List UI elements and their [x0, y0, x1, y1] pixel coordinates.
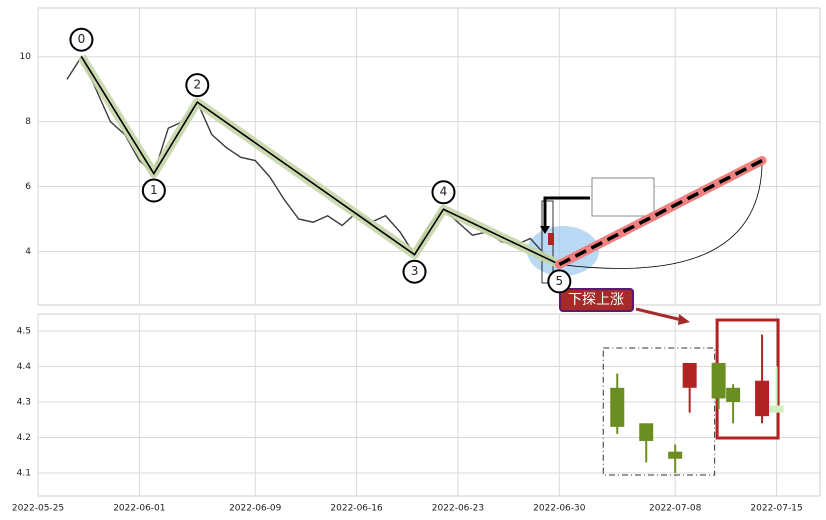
wave-marker [402, 259, 427, 284]
candle-body [755, 380, 770, 417]
wave-label: 4 [440, 185, 448, 199]
x-tick-label: 2022-06-01 [113, 504, 165, 514]
wave-label: 2 [193, 78, 201, 92]
candle-body [726, 387, 741, 402]
y-tick-label: 4.1 [17, 468, 31, 478]
wave-marker [185, 73, 210, 98]
wave-label: 0 [78, 32, 86, 46]
wave-marker [141, 178, 166, 203]
picture-box [591, 177, 655, 217]
x-tick-label: 2022-06-23 [432, 504, 484, 514]
top-panel [37, 7, 821, 306]
note-arrow-head [678, 314, 690, 325]
y-tick-label: 4.3 [17, 397, 31, 407]
projection-line [558, 158, 763, 266]
y-tick-label: 4.2 [17, 433, 31, 443]
wave-label: 5 [556, 274, 564, 288]
y-tick-label: 4 [25, 247, 31, 257]
y-tick-label: 10 [20, 52, 32, 62]
candle-body [668, 451, 683, 459]
wave-marker [547, 269, 572, 294]
note-arrow [635, 307, 687, 323]
wave-line [80, 56, 560, 266]
wave-label: 1 [150, 183, 158, 197]
y-tick-label: 6 [25, 182, 31, 192]
y-tick-label: 8 [25, 117, 31, 127]
candle-body [769, 405, 784, 413]
highlight-ellipse [527, 226, 599, 276]
x-tick-label: 2022-06-16 [330, 504, 383, 514]
group-frame [602, 347, 716, 476]
x-tick-label: 2022-06-30 [533, 504, 586, 514]
candle-body [610, 387, 625, 427]
projection-arc [559, 160, 763, 269]
wave-label: 3 [411, 264, 419, 278]
x-tick-label: 2022-07-08 [649, 504, 702, 514]
pointer-arrow [543, 196, 590, 228]
y-tick-label: 4.5 [17, 327, 31, 337]
candle-body [711, 362, 726, 399]
wave-marker [431, 180, 456, 205]
note-box [559, 288, 634, 312]
wave-marker [69, 27, 94, 52]
candle-body [682, 362, 697, 388]
candle-body [639, 423, 654, 442]
y-tick-label: 4.4 [17, 362, 32, 372]
x-tick-label: 2022-05-25 [12, 504, 64, 514]
note-text: 下探上涨 [568, 292, 624, 308]
x-tick-label: 2022-07-15 [750, 504, 802, 514]
x-tick-label: 2022-06-09 [229, 504, 282, 514]
arrow-head [540, 226, 550, 234]
bottom-panel [37, 313, 821, 497]
mini-candle [548, 233, 554, 245]
